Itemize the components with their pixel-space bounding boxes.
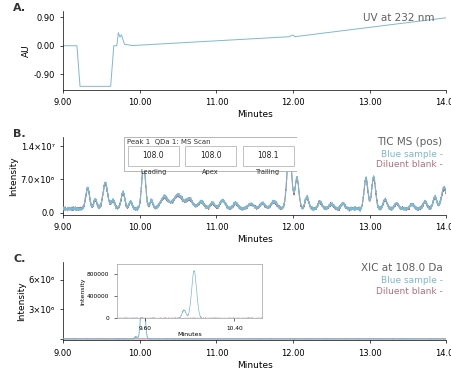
Y-axis label: AU: AU xyxy=(22,44,31,57)
X-axis label: Minutes: Minutes xyxy=(237,360,273,370)
Text: Diluent blank -: Diluent blank - xyxy=(376,160,443,169)
Text: XIC at 108.0 Da: XIC at 108.0 Da xyxy=(361,263,443,273)
X-axis label: Minutes: Minutes xyxy=(237,235,273,244)
Text: TIC MS (pos): TIC MS (pos) xyxy=(377,137,443,147)
Text: Blue sample -: Blue sample - xyxy=(381,150,443,159)
Y-axis label: Intensity: Intensity xyxy=(9,156,18,196)
Text: Diluent blank -: Diluent blank - xyxy=(376,287,443,296)
Text: C.: C. xyxy=(14,254,26,264)
Text: Blue sample -: Blue sample - xyxy=(381,276,443,285)
X-axis label: Minutes: Minutes xyxy=(237,110,273,119)
Y-axis label: Intensity: Intensity xyxy=(17,282,26,321)
Text: B.: B. xyxy=(14,129,26,139)
Text: A.: A. xyxy=(14,3,27,13)
Text: UV at 232 nm: UV at 232 nm xyxy=(364,13,435,23)
